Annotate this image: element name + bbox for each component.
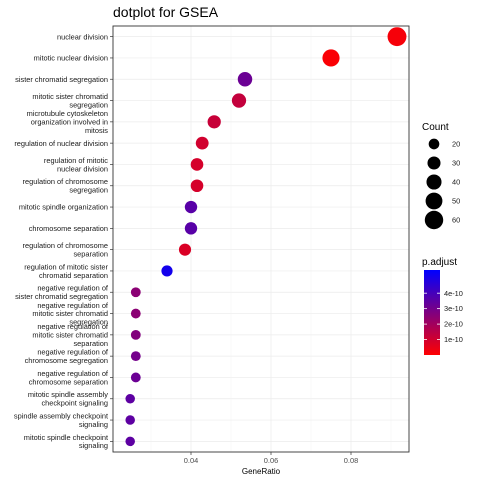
count-legend-key xyxy=(428,138,440,150)
count-legend-label: 30 xyxy=(452,159,460,168)
data-point xyxy=(130,329,141,340)
y-tick-label: negative regulation of sister chromatid s… xyxy=(15,284,109,301)
count-legend-label: 20 xyxy=(452,140,460,149)
padjust-legend: p.adjust 1e-10 2e-10 3e-10 4e-10 xyxy=(422,257,463,355)
y-tick-label: regulation of mitotic nuclear division xyxy=(44,156,108,173)
data-point xyxy=(130,308,141,319)
data-point xyxy=(207,115,221,129)
y-tick-label: negative regulation of mitotic sister chr… xyxy=(32,301,109,327)
padjust-tick-label: 3e-10 xyxy=(444,304,463,313)
panel-border xyxy=(112,25,410,453)
x-tick-label: 0.04 xyxy=(184,456,198,465)
data-points xyxy=(125,27,407,447)
data-point xyxy=(125,436,135,447)
data-point xyxy=(237,72,253,87)
data-point xyxy=(130,287,141,298)
data-point xyxy=(184,200,198,214)
padjust-tick-label: 1e-10 xyxy=(444,335,463,344)
y-tick-label: regulation of chromosome segregation xyxy=(23,177,108,194)
count-legend-key xyxy=(426,174,442,190)
data-point xyxy=(161,265,173,277)
data-point xyxy=(387,27,407,47)
y-tick-label: regulation of nuclear division xyxy=(14,139,108,148)
y-tick-label: sister chromatid segregation xyxy=(15,75,108,84)
data-point xyxy=(178,243,192,256)
data-point xyxy=(231,93,247,108)
y-tick-label: spindle assembly checkpoint signaling xyxy=(14,411,108,428)
y-tick-label: nuclear division xyxy=(57,32,108,41)
data-point xyxy=(195,136,209,150)
padjust-colorbar xyxy=(424,270,440,355)
y-tick-label: mitotic spindle checkpoint signaling xyxy=(24,433,108,450)
data-point xyxy=(125,415,135,425)
y-tick-label: chromosome separation xyxy=(29,224,108,233)
panel-background xyxy=(113,26,409,452)
y-tick-label: regulation of mitotic sister chromatid se… xyxy=(24,262,108,279)
y-tick-label: mitotic spindle organization xyxy=(19,203,108,212)
count-legend-key xyxy=(424,210,444,230)
padjust-tick-label: 4e-10 xyxy=(444,289,463,298)
count-legend-key xyxy=(427,156,441,170)
y-tick-label: regulation of chromosome separation xyxy=(23,241,108,258)
y-tick-label: microtubule cytoskeleton organization inv… xyxy=(27,109,109,135)
x-tick-label: 0.08 xyxy=(344,456,358,465)
data-point xyxy=(184,222,198,235)
count-legend-title: Count xyxy=(422,122,449,133)
padjust-tick-label: 2e-10 xyxy=(444,320,463,329)
x-axis: 0.04 0.06 0.08 GeneRatio xyxy=(184,452,358,476)
data-point xyxy=(190,179,204,193)
x-axis-title: GeneRatio xyxy=(242,467,281,476)
y-tick-label: mitotic nuclear division xyxy=(34,54,108,63)
y-tick-label: negative regulation of chromosome separat… xyxy=(29,369,109,386)
y-tick-label: negative regulation of chromosome segrega… xyxy=(25,348,109,365)
count-legend-label: 40 xyxy=(452,178,460,187)
data-point xyxy=(190,158,204,171)
padjust-legend-title: p.adjust xyxy=(422,257,457,268)
count-legend-key xyxy=(425,192,443,210)
y-tick-label: negative regulation of mitotic sister chr… xyxy=(32,322,109,348)
y-tick-label: mitotic spindle assembly checkpoint signa… xyxy=(28,390,108,407)
x-tick-label: 0.06 xyxy=(264,456,278,465)
data-point xyxy=(125,393,135,404)
count-legend-label: 60 xyxy=(452,216,460,225)
y-tick-label: mitotic sister chromatid segregation xyxy=(32,92,108,109)
y-axis-labels: nuclear division mitotic nuclear division… xyxy=(14,32,113,450)
data-point xyxy=(322,49,340,67)
data-point xyxy=(130,372,141,383)
data-point xyxy=(130,351,141,362)
count-legend-label: 50 xyxy=(452,197,460,206)
chart-title: dotplot for GSEA xyxy=(113,4,219,20)
plot-panel xyxy=(112,25,410,453)
